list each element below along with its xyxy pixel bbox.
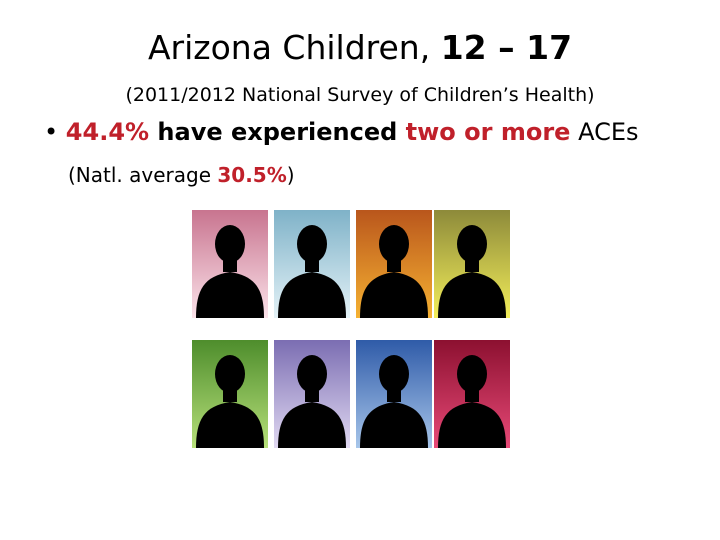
note: (Natl. average 30.5%) bbox=[68, 163, 295, 187]
subtitle: (2011/2012 National Survey of Children’s… bbox=[125, 84, 595, 106]
bullet: • 44.4% have experienced two or more ACE… bbox=[44, 118, 639, 146]
panel bbox=[356, 210, 432, 318]
panel bbox=[434, 340, 510, 448]
note-end: ) bbox=[286, 163, 295, 187]
panel bbox=[434, 210, 510, 318]
bullet-percent: 44.4% bbox=[65, 118, 150, 146]
note-start: (Natl. average bbox=[68, 163, 218, 187]
panel bbox=[274, 340, 350, 448]
title-text: Arizona Children, bbox=[147, 28, 441, 67]
bullet-highlight: two or more bbox=[405, 118, 571, 146]
panel bbox=[274, 210, 350, 318]
note-percent: 30.5% bbox=[217, 163, 287, 187]
bullet-text: have experienced bbox=[149, 118, 406, 146]
title-bold: 12 – 17 bbox=[440, 28, 573, 67]
bullet-end: ACEs bbox=[570, 118, 639, 146]
panel bbox=[356, 340, 432, 448]
panel bbox=[192, 340, 268, 448]
panel bbox=[192, 210, 268, 318]
title: Arizona Children, 12 – 17 bbox=[0, 28, 720, 67]
